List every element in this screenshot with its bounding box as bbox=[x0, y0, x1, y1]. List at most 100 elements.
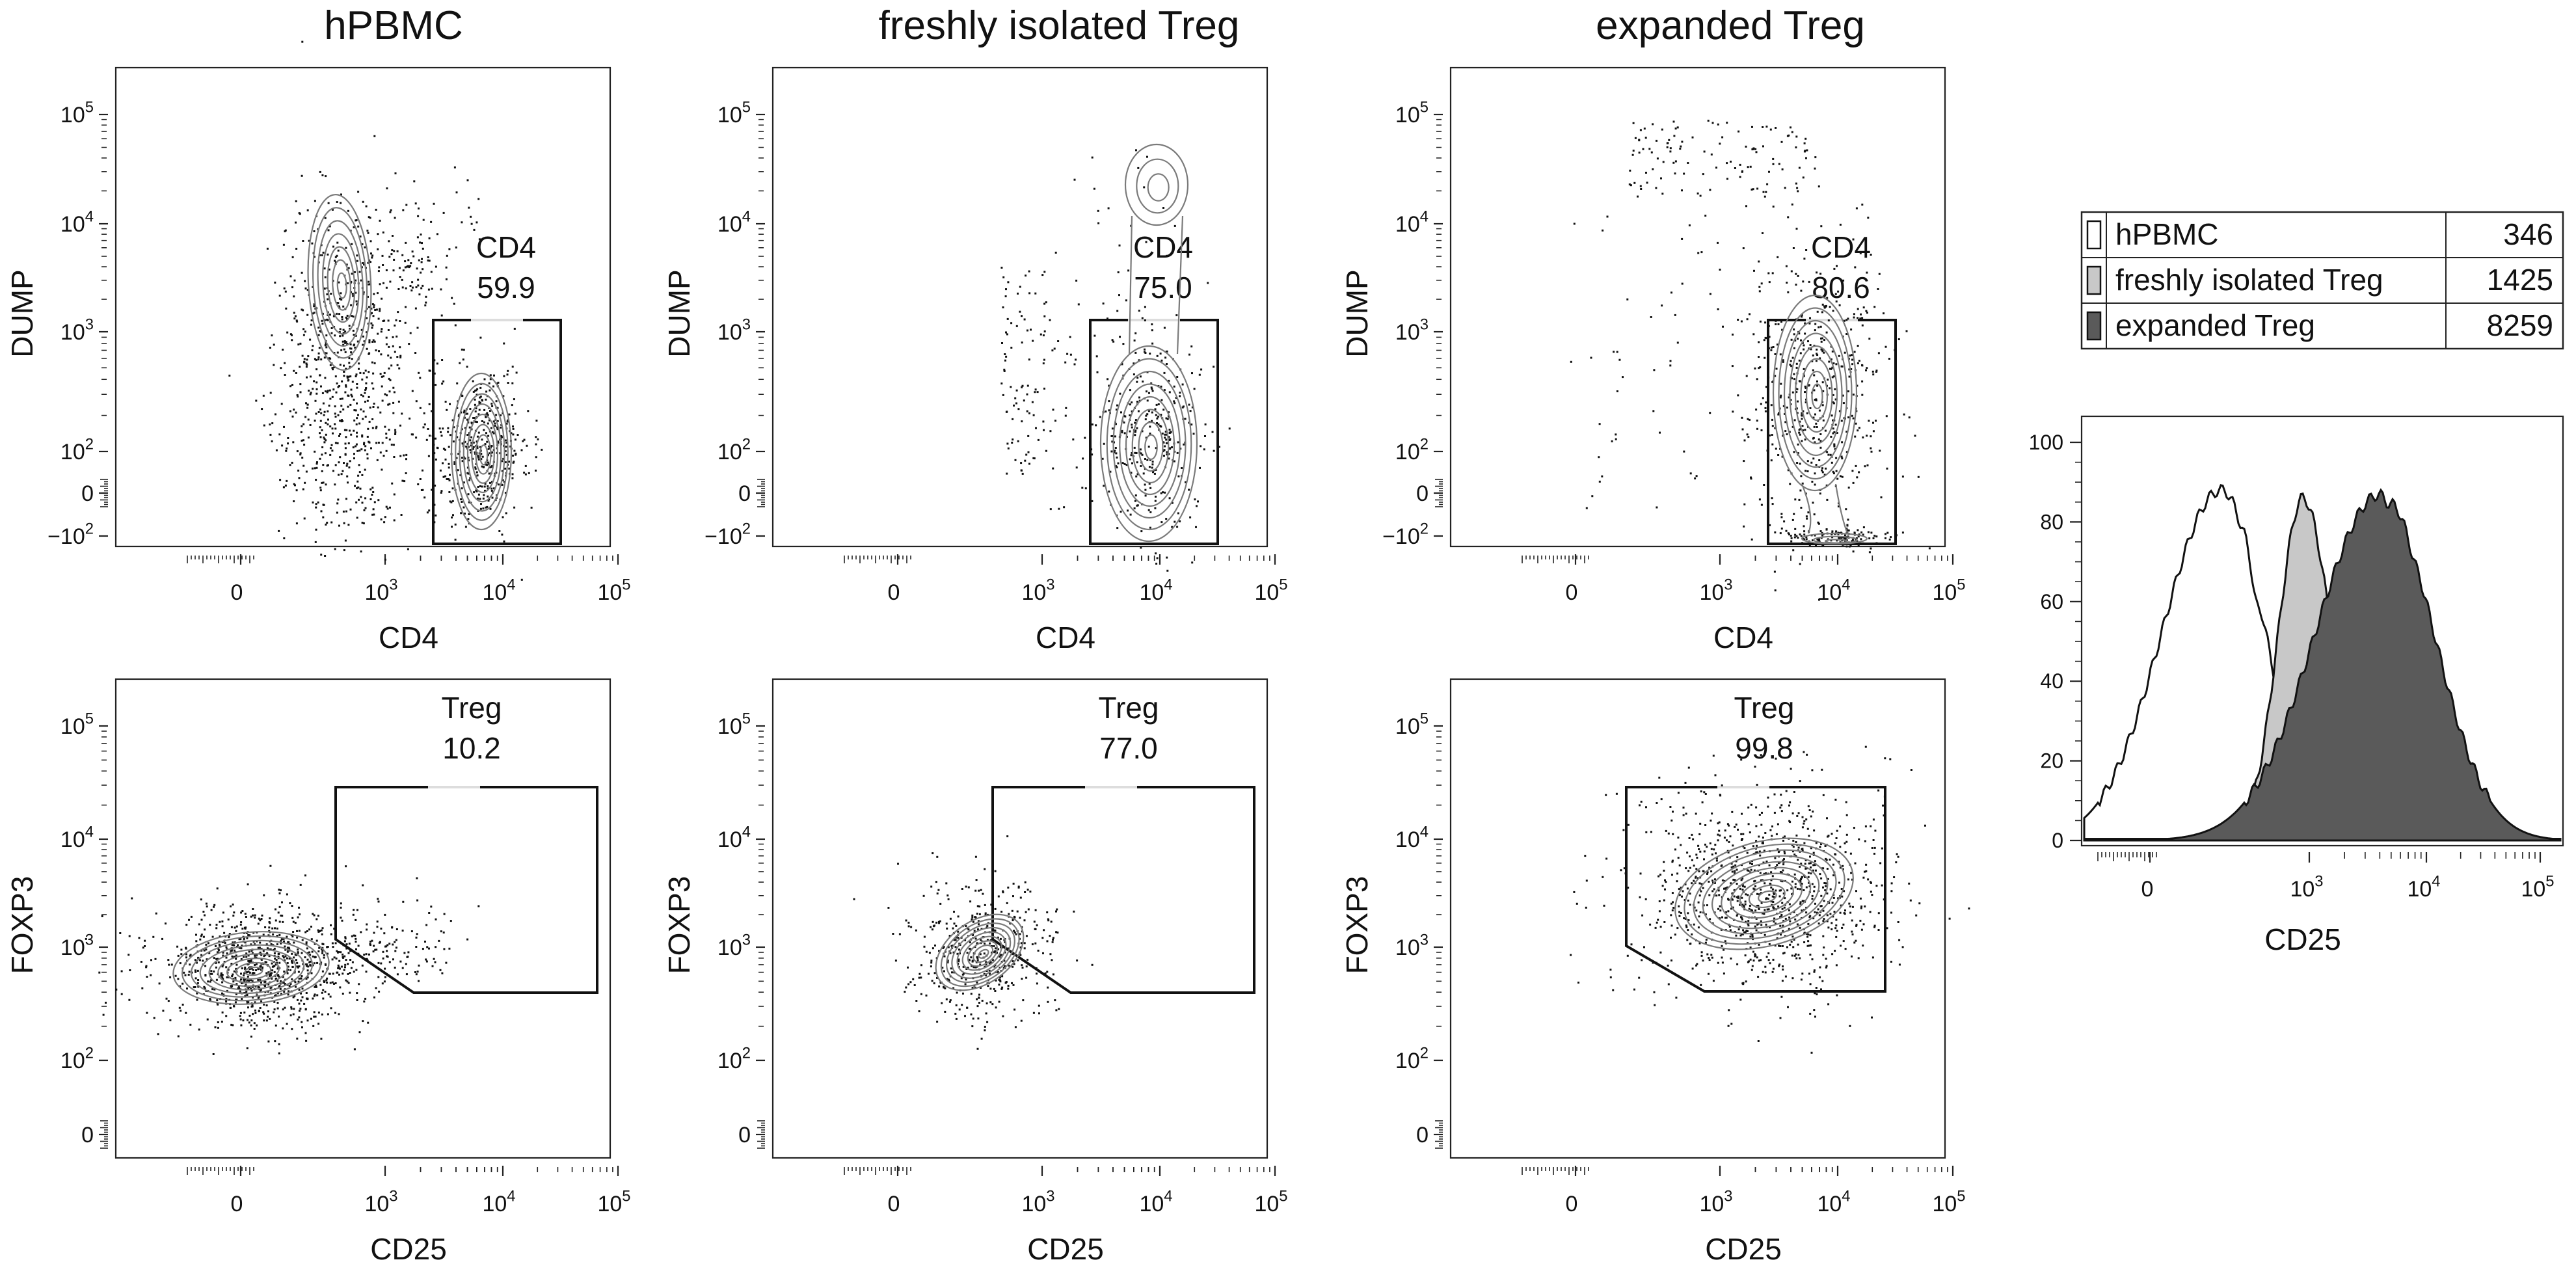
event-dot bbox=[1795, 535, 1798, 537]
event-dot bbox=[1570, 360, 1572, 363]
event-dot bbox=[477, 458, 480, 461]
event-dot bbox=[338, 435, 340, 437]
event-dot bbox=[1130, 454, 1133, 457]
event-dot bbox=[1855, 464, 1857, 467]
event-dot bbox=[347, 282, 349, 284]
event-dot bbox=[232, 915, 235, 917]
event-dot bbox=[1143, 186, 1146, 189]
event-dot bbox=[222, 978, 224, 980]
event-dot bbox=[276, 974, 279, 977]
event-dot bbox=[271, 440, 273, 442]
event-dot bbox=[1768, 170, 1770, 173]
event-dot bbox=[1848, 368, 1851, 371]
event-dot bbox=[299, 452, 302, 455]
event-dot bbox=[1760, 403, 1762, 405]
event-dot bbox=[1154, 500, 1157, 502]
event-dot bbox=[980, 1038, 983, 1040]
event-dot bbox=[1758, 290, 1761, 293]
event-dot bbox=[1669, 147, 1672, 150]
event-dot bbox=[958, 958, 960, 961]
event-dot bbox=[289, 1014, 292, 1017]
event-dot bbox=[339, 433, 342, 435]
x-tick-label: 105 bbox=[1254, 576, 1287, 605]
event-dot bbox=[1822, 909, 1825, 912]
event-dot bbox=[1832, 310, 1834, 312]
y-tick-label: 0 bbox=[738, 1123, 751, 1148]
event-dot bbox=[444, 458, 447, 461]
event-dot bbox=[1823, 339, 1825, 342]
contour-line bbox=[1772, 294, 1858, 492]
event-dot bbox=[265, 943, 268, 946]
event-dot bbox=[1149, 511, 1152, 513]
event-dot bbox=[449, 920, 452, 922]
event-dot bbox=[374, 309, 377, 311]
event-dot bbox=[1136, 504, 1139, 507]
event-dot bbox=[447, 427, 449, 429]
event-dot bbox=[356, 386, 358, 389]
x-tick-label: 103 bbox=[1021, 1188, 1054, 1216]
event-dot bbox=[1585, 507, 1588, 509]
event-dot bbox=[185, 956, 187, 959]
event-dot bbox=[1702, 173, 1704, 176]
event-dot bbox=[367, 262, 369, 264]
event-dot bbox=[1832, 394, 1834, 396]
event-dot bbox=[404, 321, 407, 324]
event-dot bbox=[944, 1010, 946, 1013]
contour-line bbox=[1144, 434, 1158, 461]
event-dot bbox=[420, 234, 422, 235]
event-dot bbox=[1157, 415, 1160, 418]
event-dot bbox=[285, 307, 288, 310]
x-tick-label: 0 bbox=[231, 1192, 243, 1216]
event-dot bbox=[495, 414, 498, 416]
event-dot bbox=[1195, 526, 1197, 528]
event-dot bbox=[1147, 410, 1150, 412]
x-tick-label: 104 bbox=[1139, 1188, 1172, 1216]
event-dot bbox=[286, 962, 289, 964]
title-expanded-treg: expanded Treg bbox=[1596, 3, 1865, 48]
plot-frame bbox=[1449, 66, 1946, 548]
event-dot bbox=[1859, 897, 1862, 900]
event-dot bbox=[366, 399, 369, 402]
event-dot bbox=[1780, 382, 1782, 385]
event-dot bbox=[1839, 223, 1842, 226]
event-dot bbox=[177, 954, 180, 957]
event-dot bbox=[440, 491, 442, 494]
event-dot bbox=[286, 447, 288, 450]
event-dot bbox=[321, 254, 323, 256]
event-dot bbox=[1822, 954, 1825, 956]
event-dot bbox=[1803, 932, 1806, 934]
event-dot bbox=[209, 980, 211, 983]
event-dot bbox=[222, 954, 224, 957]
event-dot bbox=[348, 943, 351, 945]
event-dot bbox=[1868, 537, 1871, 540]
event-dot bbox=[1867, 217, 1870, 219]
event-dot bbox=[355, 409, 357, 412]
event-dot bbox=[498, 483, 500, 486]
event-dot bbox=[1598, 480, 1601, 483]
event-dot bbox=[317, 930, 320, 933]
event-dot bbox=[979, 953, 982, 956]
event-dot bbox=[1116, 456, 1118, 459]
contour-line bbox=[967, 940, 999, 967]
event-dot bbox=[234, 926, 236, 929]
event-dot bbox=[1045, 301, 1047, 304]
event-dot bbox=[1762, 397, 1764, 399]
contour-line bbox=[1801, 483, 1812, 534]
event-dot bbox=[991, 959, 994, 961]
event-dot bbox=[1213, 450, 1215, 452]
event-dot bbox=[1091, 453, 1093, 456]
event-dot bbox=[314, 956, 316, 958]
event-dot bbox=[1883, 898, 1885, 901]
event-dot bbox=[970, 956, 973, 959]
event-dot bbox=[1108, 400, 1110, 403]
event-dot bbox=[998, 978, 1000, 981]
event-dot bbox=[1734, 872, 1736, 874]
event-dot bbox=[1875, 420, 1877, 422]
event-dot bbox=[1091, 423, 1093, 425]
event-dot bbox=[1009, 922, 1012, 925]
event-dot bbox=[1767, 898, 1769, 900]
y-tick-label: 104 bbox=[718, 208, 751, 237]
event-dot bbox=[456, 407, 459, 409]
event-dot bbox=[363, 954, 366, 956]
event-dot bbox=[1191, 372, 1193, 375]
